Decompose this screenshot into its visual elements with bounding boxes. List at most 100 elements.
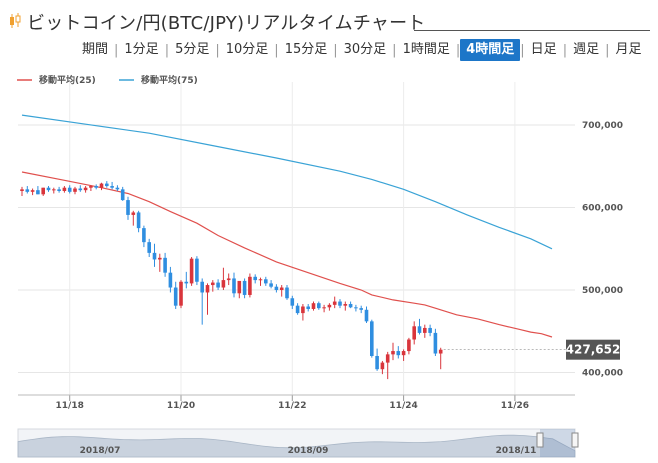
tab-10[interactable]: 月足: [615, 42, 642, 57]
tab-separator: |: [455, 42, 461, 58]
navigator-window: [540, 429, 575, 457]
y-tick-label: 400,000: [582, 369, 623, 379]
title-bar: ビットコイン/円(BTC/JPY)リアルタイムチャート: [0, 0, 658, 40]
candle-body: [232, 278, 236, 294]
x-tick-label: 11/18: [56, 401, 84, 411]
candle-body: [322, 307, 326, 309]
candle-body: [184, 281, 189, 284]
candle-body: [25, 189, 30, 192]
candle-body: [253, 276, 257, 281]
candle-body: [136, 212, 141, 229]
candle-body: [279, 287, 284, 290]
tab-separator: |: [114, 42, 119, 58]
candle-body: [195, 258, 199, 282]
x-tick-label: 11/26: [501, 401, 529, 411]
candle-body: [428, 327, 432, 333]
candle-body: [57, 189, 61, 191]
tab-2[interactable]: 5分足: [175, 42, 210, 57]
candle-body: [158, 257, 162, 260]
candle-body: [264, 279, 268, 284]
legend-label-0[interactable]: 移動平均(25): [39, 74, 96, 86]
tab-0[interactable]: 期間: [82, 42, 109, 57]
candle-body: [46, 187, 51, 191]
tab-separator: |: [164, 42, 170, 58]
tab-separator: |: [562, 42, 568, 58]
candle-body: [301, 306, 305, 314]
candle-body: [120, 189, 125, 201]
chart-svg: 移動平均(25) 移動平均(75) 400,000 500,000 600,000 700…: [17, 74, 623, 458]
tab-7[interactable]: 4時間足: [460, 39, 521, 61]
candle-body: [370, 321, 374, 356]
y-tick-label: 700,000: [582, 121, 623, 131]
candle-body: [20, 189, 24, 191]
tab-separator: |: [520, 42, 525, 58]
candle-body: [423, 327, 427, 333]
legend-label-1[interactable]: 移動平均(75): [141, 74, 198, 86]
tab-5[interactable]: 30分足: [343, 42, 387, 57]
candle-body: [110, 186, 114, 188]
navigator-handle-left[interactable]: [536, 432, 544, 448]
tab-1[interactable]: 1分足: [124, 42, 159, 57]
candle-body: [126, 200, 130, 215]
candle-body: [67, 187, 72, 192]
candle-body: [152, 252, 157, 260]
candle-body: [359, 308, 363, 310]
candle-body: [380, 362, 385, 370]
candle-body: [36, 190, 40, 195]
candle-body: [258, 279, 263, 281]
candle-body: [412, 326, 416, 340]
current-price-label: 427,652: [566, 343, 621, 357]
candle-body: [237, 280, 242, 294]
candle-body: [375, 356, 379, 370]
candle-body: [248, 276, 252, 295]
tab-separator: |: [392, 42, 397, 58]
candle-body: [364, 309, 369, 322]
x-tick-label: 11/24: [389, 401, 417, 411]
candle-body: [242, 280, 247, 295]
navigator-label: 2018/11: [496, 446, 537, 456]
tab-separator: |: [333, 42, 338, 58]
candle-body: [417, 326, 422, 333]
candle-body: [105, 183, 109, 187]
candle-body: [274, 286, 279, 290]
tab-3[interactable]: 10分足: [225, 42, 269, 57]
candle-body: [62, 187, 67, 191]
tab-8[interactable]: 日足: [530, 42, 557, 57]
candle-body: [179, 281, 183, 306]
candle-body: [99, 183, 104, 188]
candle-body: [401, 351, 406, 356]
y-tick-label: 500,000: [582, 286, 623, 296]
tab-separator: |: [215, 42, 220, 58]
y-tick-label: 600,000: [582, 204, 623, 214]
candle-body: [343, 304, 348, 306]
candle-body: [52, 189, 56, 191]
navigator-area: [17, 434, 576, 458]
candle-body: [306, 306, 310, 309]
candle-body: [269, 283, 273, 287]
tab-9[interactable]: 週足: [573, 42, 600, 57]
candle-body: [83, 187, 88, 191]
ma75-line: [21, 114, 553, 250]
candle-body: [163, 257, 167, 273]
candle-body: [216, 282, 220, 288]
tab-6[interactable]: 1時間足: [402, 42, 450, 57]
candle-body: [205, 285, 210, 293]
candle-body: [338, 301, 342, 306]
candle-body: [131, 212, 136, 215]
current-price-box: [566, 339, 620, 360]
candle-body: [327, 304, 332, 308]
navigator-label: 2018/07: [80, 446, 121, 456]
candle-body: [295, 305, 300, 314]
candle-body: [290, 298, 295, 306]
candle-body: [78, 188, 83, 191]
candle-body: [221, 280, 226, 288]
tab-separator: |: [605, 42, 610, 58]
candle-body: [396, 351, 401, 356]
tab-4[interactable]: 15分足: [284, 42, 328, 57]
candle-body: [30, 190, 35, 192]
candle-body: [348, 304, 353, 308]
candle-body: [317, 303, 321, 309]
navigator-handle-right[interactable]: [571, 432, 579, 448]
candle-body: [147, 242, 151, 253]
candle-body: [115, 187, 120, 190]
